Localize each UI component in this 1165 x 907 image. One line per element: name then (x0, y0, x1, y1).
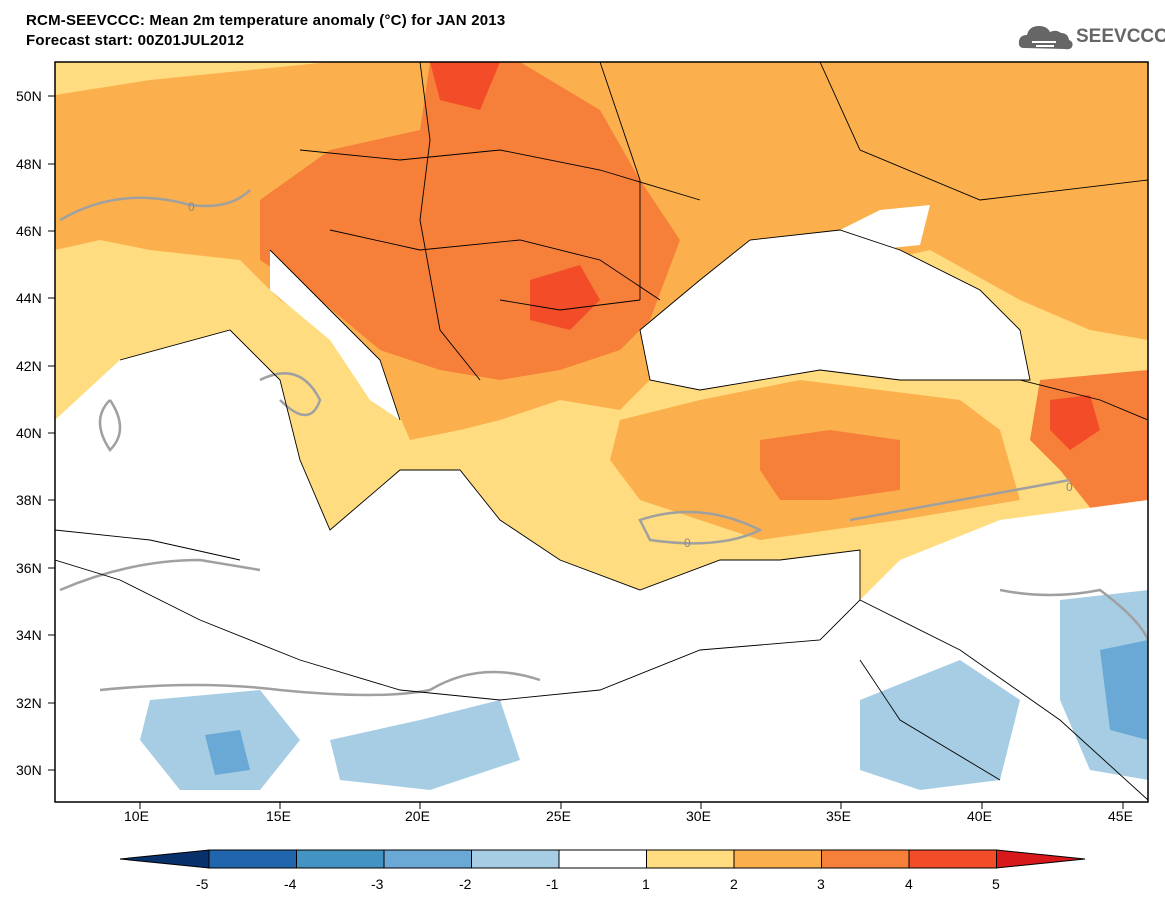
forecast-start-subtitle: Forecast start: 00Z01JUL2012 (26, 32, 245, 49)
colorbar-swatch-minus4-minus3 (296, 849, 385, 869)
adriatic-sea (270, 250, 400, 420)
sea-of-azov (840, 205, 930, 250)
contour-label: 0 (1066, 480, 1073, 494)
anomaly-core-romania (530, 265, 600, 330)
colorbar-swatch-minus3-minus2 (383, 849, 472, 869)
seevccc-logo: SEEVCCC (1018, 20, 1165, 56)
cloud-icon (1018, 26, 1073, 50)
colorbar-label: -1 (546, 876, 559, 892)
colorbar-label: 5 (992, 876, 1000, 892)
lon-label: 45E (1108, 808, 1133, 824)
lon-label: 10E (124, 808, 149, 824)
colorbar-swatch-4-5 (908, 849, 997, 869)
colorbar-label: 1 (642, 876, 650, 892)
colorbar-label: 4 (905, 876, 913, 892)
anomaly-core-north (430, 62, 500, 110)
lat-label: 38N (16, 492, 42, 508)
lon-label: 15E (266, 808, 291, 824)
lon-label: 30E (686, 808, 711, 824)
colorbar-label: 2 (730, 876, 738, 892)
mediterranean-sea (55, 330, 860, 700)
colorbar-label: -3 (371, 876, 384, 892)
lon-label: 20E (405, 808, 430, 824)
anomaly-band-iraq-core (1100, 640, 1148, 740)
colorbar-label: 3 (817, 876, 825, 892)
lon-label: 40E (967, 808, 992, 824)
lat-label: 46N (16, 223, 42, 239)
colorbar-swatch-minus5-minus4 (208, 849, 297, 869)
colorbar-swatch-above-5 (996, 849, 1086, 869)
map-frame (54, 61, 1149, 803)
anomaly-core-caucasus (1050, 395, 1100, 450)
lat-label: 44N (16, 290, 42, 306)
lat-label: 34N (16, 627, 42, 643)
axis-ticks (48, 95, 1124, 809)
lat-label: 50N (16, 88, 42, 104)
coastlines-borders (55, 62, 1148, 801)
lat-label: 36N (16, 560, 42, 576)
colorbar-swatch-minus2-minus1 (471, 849, 560, 869)
colorbar-label: -4 (284, 876, 297, 892)
lon-label: 35E (826, 808, 851, 824)
lat-label: 32N (16, 695, 42, 711)
anomaly-band-anatolia-3-4 (760, 430, 900, 500)
lat-label: 42N (16, 358, 42, 374)
map-title: RCM-SEEVCCC: Mean 2m temperature anomaly… (26, 12, 506, 29)
colorbar-swatch-minus1-1 (558, 849, 647, 869)
anomaly-band-arabia (860, 660, 1020, 790)
colorbar-label: -5 (196, 876, 209, 892)
anomaly-band-libya-core (205, 730, 250, 775)
anomaly-field (55, 62, 1148, 802)
colorbar-swatch-1-2 (646, 849, 735, 869)
zero-contours (59, 189, 1148, 697)
contour-label: 0 (684, 536, 691, 550)
lat-label: 48N (16, 156, 42, 172)
colorbar-swatch-below-minus5 (119, 849, 210, 869)
anomaly-band-egypt (330, 700, 520, 790)
colorbar-swatch-2-3 (733, 849, 822, 869)
colorbar-label: -2 (459, 876, 472, 892)
logo-text: SEEVCCC (1076, 26, 1165, 47)
colorbar (119, 849, 1086, 869)
black-sea (640, 230, 1030, 390)
colorbar-swatch-3-4 (821, 849, 910, 869)
lat-label: 30N (16, 762, 42, 778)
contour-label: 0 (188, 200, 195, 214)
lon-label: 25E (546, 808, 571, 824)
lat-label: 40N (16, 425, 42, 441)
